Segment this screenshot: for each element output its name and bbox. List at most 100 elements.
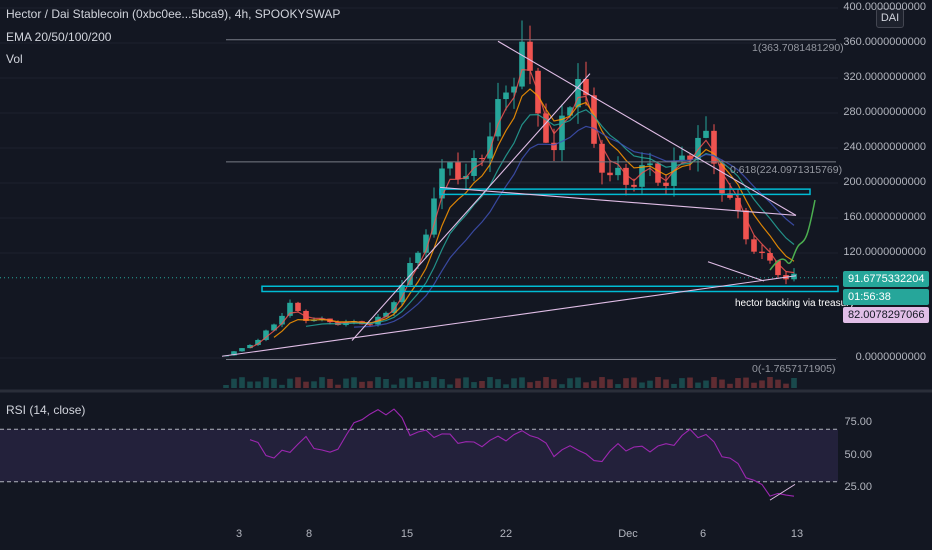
volume-bar: [647, 380, 653, 388]
grid-lines: [0, 7, 932, 393]
price-tick-label: 120.0000000000: [843, 246, 926, 258]
ema-50-line: [273, 88, 795, 338]
volume-bar: [703, 380, 709, 388]
candle-body: [415, 252, 421, 264]
candle-body: [551, 142, 557, 151]
candle-body: [503, 92, 509, 100]
volume-bar: [287, 378, 293, 388]
price-tick-label: 360.0000000000: [843, 36, 926, 48]
candle-body: [263, 330, 269, 340]
volume-bar: [399, 378, 405, 388]
volume-bar: [759, 380, 765, 388]
volume-bar: [775, 379, 781, 388]
candle-body: [287, 302, 293, 316]
volume-bar: [303, 381, 309, 388]
ema-20-line: [249, 68, 795, 349]
volume-bar: [231, 378, 237, 388]
candle-body: [239, 348, 245, 352]
volume-bar: [535, 380, 541, 388]
candle-body: [479, 157, 485, 159]
time-tick-label: 6: [699, 528, 707, 540]
volume-bar: [735, 378, 741, 388]
volume-bar: [623, 378, 629, 388]
candle-body: [583, 79, 589, 96]
time-tick-label: 15: [400, 528, 414, 540]
price-tick-label: 200.0000000000: [843, 176, 926, 188]
candle-body: [439, 168, 445, 199]
time-tick-label: 22: [499, 528, 513, 540]
candle-body: [623, 167, 629, 185]
volume-bar: [583, 382, 589, 388]
volume-bar: [495, 379, 501, 388]
candle-body: [615, 167, 621, 176]
candle-body: [575, 79, 581, 108]
volume-bar: [615, 384, 621, 388]
volume-bar: [591, 380, 597, 388]
price-panel: [0, 20, 838, 388]
volume-bar: [607, 379, 613, 388]
rsi-legend[interactable]: RSI (14, close): [6, 403, 86, 417]
volume-bar: [407, 377, 413, 388]
price-tick-label: 320.0000000000: [843, 71, 926, 83]
volume-bar: [487, 377, 493, 388]
volume-bar: [271, 378, 277, 388]
volume-bar: [471, 382, 477, 388]
candle-body: [703, 130, 709, 138]
candle-body: [679, 155, 685, 161]
candle-body: [567, 107, 573, 116]
resistance-zone-mid: [439, 188, 811, 196]
volume-bar: [559, 384, 565, 388]
volume-bar: [695, 382, 701, 388]
volume-bar: [479, 380, 485, 388]
volume-bar: [463, 377, 469, 388]
candle-body: [495, 99, 501, 137]
candle-body: [711, 130, 717, 164]
candle-body: [391, 302, 397, 313]
candle-body: [487, 136, 493, 159]
candle-body: [383, 312, 389, 317]
candle-body: [767, 253, 773, 261]
projection-path: [769, 199, 816, 271]
volume-legend[interactable]: Vol: [6, 52, 23, 66]
volume-bar: [503, 384, 509, 388]
fib-level-0618: 0.618(224.0971315769): [730, 164, 843, 176]
candle-body: [663, 182, 669, 186]
currency-button[interactable]: DAI: [876, 8, 904, 28]
symbol-title[interactable]: Hector / Dai Stablecoin (0xbc0ee...5bca9…: [6, 7, 341, 21]
candle-body: [407, 263, 413, 285]
ema-200-line: [353, 125, 795, 328]
volume-bar: [567, 378, 573, 388]
last-price-tag: 91.6775332204: [843, 271, 929, 287]
volume-bar: [575, 377, 581, 388]
volume-bar: [311, 381, 317, 388]
volume-bar: [543, 377, 549, 388]
volume-bar: [431, 377, 437, 388]
volume-bar: [255, 381, 261, 388]
candle-body: [447, 162, 453, 169]
ema-legend[interactable]: EMA 20/50/100/200: [6, 30, 112, 44]
price-tick-label: 160.0000000000: [843, 211, 926, 223]
volume-bar: [679, 378, 685, 388]
volume-bar: [239, 377, 245, 388]
drawing-layer: [221, 39, 839, 361]
candle-body: [543, 113, 549, 143]
volume-bar: [327, 378, 333, 388]
rsi-tick-label: 25.00: [844, 481, 872, 494]
candle-body: [647, 163, 653, 166]
candle-body: [639, 165, 645, 187]
volume-bar: [663, 379, 669, 388]
candle-body: [519, 41, 525, 87]
volume-bar: [743, 377, 749, 388]
candle-body: [655, 163, 661, 183]
volume-bar: [383, 378, 389, 388]
volume-bar: [335, 384, 341, 388]
candle-body: [455, 162, 461, 180]
candle-body: [727, 193, 733, 198]
treasury-price-tag: 82.0078297066: [843, 307, 929, 323]
volume-bar: [263, 377, 269, 388]
candle-body: [247, 344, 253, 349]
candle-body: [471, 157, 477, 176]
volume-bar: [687, 377, 693, 388]
volume-bar: [519, 377, 525, 388]
